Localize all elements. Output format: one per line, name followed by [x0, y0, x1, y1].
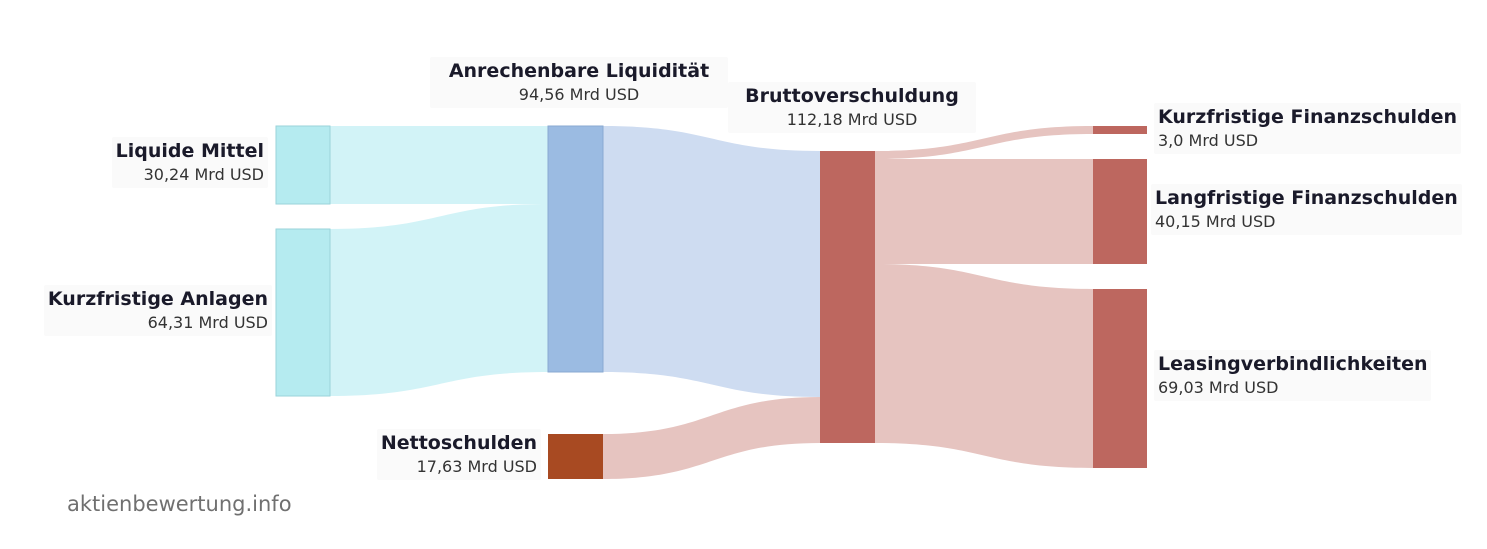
label-kurzfristige-finanzschulden: Kurzfristige Finanzschulden 3,0 Mrd USD — [1154, 103, 1462, 154]
flows — [330, 126, 1093, 479]
label-langfristige-finanzschulden: Langfristige Finanzschulden 40,15 Mrd US… — [1151, 184, 1462, 235]
flow-brutto-to-leasing — [875, 264, 1093, 468]
label-anrechenbare-liquiditaet: Anrechenbare Liquidität 94,56 Mrd USD — [430, 57, 728, 108]
watermark: aktienbewertung.info — [67, 492, 292, 516]
node-nettoschulden — [548, 434, 603, 479]
node-value: 17,63 Mrd USD — [416, 457, 537, 476]
flow-kurzanlagen-to-anrechenbar — [330, 204, 548, 396]
node-name: Liquide Mittel — [115, 140, 264, 162]
node-value: 94,56 Mrd USD — [518, 85, 640, 104]
label-kurzfristige-anlagen: Kurzfristige Anlagen 64,31 Mrd USD — [43, 285, 272, 336]
node-value: 69,03 Mrd USD — [1158, 378, 1279, 397]
node-leasingverbindlichkeiten — [1093, 289, 1147, 468]
flow-liquide-to-anrechenbar — [330, 126, 548, 204]
node-kurzfristige-anlagen — [275, 228, 331, 397]
node-value: 64,31 Mrd USD — [147, 313, 268, 332]
node-name: Bruttoverschuldung — [745, 85, 959, 107]
node-liquide-mittel — [275, 125, 331, 205]
node-name: Langfristige Finanzschulden — [1155, 187, 1458, 209]
node-value: 3,0 Mrd USD — [1158, 131, 1259, 150]
node-name: Anrechenbare Liquidität — [448, 60, 710, 82]
label-leasingverbindlichkeiten: Leasingverbindlichkeiten 69,03 Mrd USD — [1154, 350, 1432, 401]
label-liquide-mittel: Liquide Mittel 30,24 Mrd USD — [111, 137, 268, 188]
node-name: Kurzfristige Finanzschulden — [1158, 106, 1458, 128]
node-name: Leasingverbindlichkeiten — [1158, 353, 1428, 375]
node-name: Kurzfristige Anlagen — [47, 288, 268, 310]
node-value: 112,18 Mrd USD — [786, 110, 918, 129]
node-value: 40,15 Mrd USD — [1155, 212, 1276, 231]
node-kurzfristige-finanzschulden — [1093, 126, 1147, 134]
node-value: 30,24 Mrd USD — [143, 165, 264, 184]
flow-netto-to-brutto — [603, 397, 820, 479]
node-anrechenbare-liquiditaet — [547, 125, 604, 373]
node-bruttoverschuldung — [820, 151, 875, 443]
flow-brutto-to-langfin — [875, 159, 1093, 264]
flow-anrechenbar-to-brutto — [603, 126, 820, 397]
node-langfristige-finanzschulden — [1093, 159, 1147, 264]
label-nettoschulden: Nettoschulden 17,63 Mrd USD — [376, 429, 541, 480]
node-name: Nettoschulden — [380, 432, 537, 454]
label-bruttoverschuldung: Bruttoverschuldung 112,18 Mrd USD — [728, 82, 976, 133]
nodes — [275, 125, 1147, 479]
flow-brutto-to-kurzfin — [875, 126, 1093, 159]
